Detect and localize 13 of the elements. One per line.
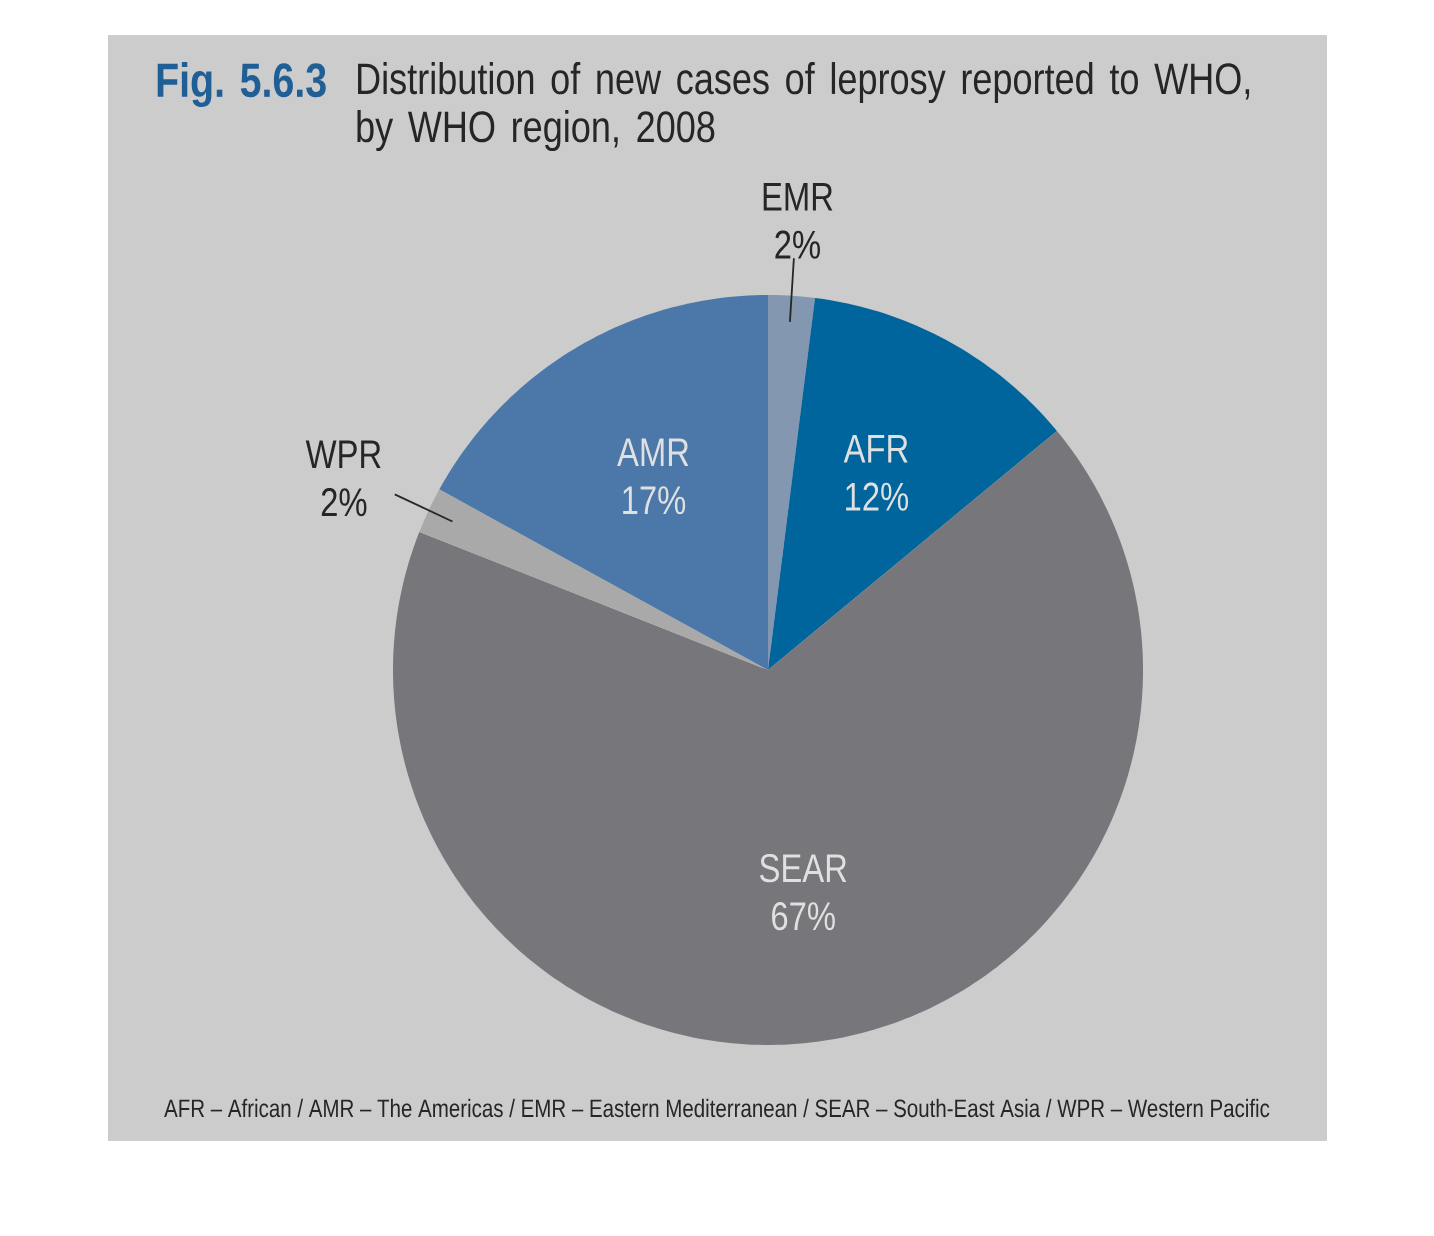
chart-title: Fig. 5.6.3 — [157, 62, 326, 107]
slice-label: SEAR — [760, 854, 847, 883]
slice-label: AFR — [843, 434, 908, 463]
chart-subtitle: Distribution of new cases of leprosy reported to WHO, by WHO region, 2008 — [357, 62, 1250, 152]
slice-label: AMR — [617, 438, 689, 466]
data-label: 2% — [775, 230, 820, 259]
slice-label: WPR — [305, 440, 381, 469]
data-label: 2% — [321, 488, 367, 517]
slice-label: EMR — [763, 183, 833, 211]
data-label: 12% — [846, 482, 909, 511]
data-label: 67% — [772, 902, 835, 931]
text: AFR – African / AMR – The Americas / EMR – Eastern Mediterranean / SEAR – South-East Asia / WPR – Western Pacific — [164, 1098, 1270, 1118]
data-label: 17% — [623, 486, 686, 515]
